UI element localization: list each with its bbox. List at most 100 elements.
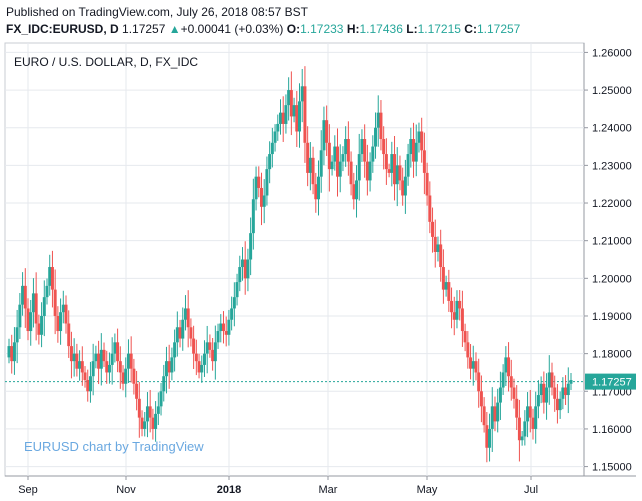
candle-body — [135, 383, 139, 399]
candle-body — [515, 398, 519, 418]
candle-body — [298, 101, 302, 132]
candle-body — [183, 308, 187, 320]
candle-body — [40, 315, 44, 335]
candle-body — [374, 127, 378, 147]
candle-body — [327, 142, 331, 170]
candle-body — [469, 357, 473, 369]
candle-body — [477, 372, 481, 392]
y-tick-label: 1.19000 — [592, 311, 632, 323]
candle-body — [338, 161, 342, 177]
candle-body — [471, 361, 475, 369]
candle-body — [162, 376, 166, 392]
candle-body — [140, 417, 144, 429]
y-tick-label: 1.22000 — [592, 198, 632, 210]
candle-body — [251, 199, 255, 234]
candle-body — [398, 165, 402, 181]
candle-body — [265, 169, 269, 196]
x-tick-label: Nov — [116, 484, 136, 496]
x-tick-label: Sep — [18, 484, 38, 496]
candle-body — [534, 406, 538, 429]
candle-body — [501, 372, 505, 388]
candle-body — [466, 342, 470, 358]
candle-body — [278, 112, 282, 124]
candle-body — [29, 312, 33, 332]
candle-body — [512, 387, 516, 399]
candle-body — [31, 293, 35, 313]
candle-body — [306, 142, 310, 173]
candle-body — [526, 406, 530, 422]
candle-body — [64, 304, 68, 324]
candle-body — [452, 312, 456, 320]
y-axis: 1.150001.160001.170001.180001.190001.200… — [584, 47, 636, 474]
candle-body — [53, 289, 57, 316]
candle-body — [566, 383, 570, 396]
candle-body — [564, 387, 568, 396]
candle-body — [268, 154, 272, 170]
candle-body — [436, 244, 440, 252]
candle-body — [7, 346, 11, 358]
candle-body — [281, 112, 285, 124]
candle-body — [276, 123, 280, 132]
candle-body — [403, 176, 407, 196]
candle-body — [213, 342, 217, 362]
x-tick-label: May — [417, 484, 438, 496]
candle-body — [561, 387, 565, 399]
close-label: C: — [464, 22, 477, 36]
candle-body — [121, 372, 125, 384]
candle-body — [460, 308, 464, 332]
candle-body — [97, 353, 101, 369]
last-price-value: 1.17257 — [122, 22, 166, 36]
candle-body — [221, 323, 225, 332]
candle-body — [474, 361, 478, 373]
candle-body — [349, 161, 353, 185]
x-tick-label: Mar — [319, 484, 338, 496]
grid-lines — [4, 42, 636, 477]
candle-body — [37, 323, 41, 335]
candle-body — [420, 131, 424, 151]
candle-body — [336, 146, 340, 177]
candle-body — [493, 406, 497, 422]
candle-body — [159, 391, 163, 407]
candle-body — [357, 154, 361, 181]
y-tick-label: 1.24000 — [592, 123, 632, 135]
x-axis: Sep Nov 2018 Mar May Jul — [18, 476, 538, 496]
candle-body — [444, 282, 448, 290]
candle-body — [439, 244, 443, 268]
candle-body — [545, 387, 549, 403]
candle-body — [325, 120, 329, 143]
open-value: 1.17233 — [300, 22, 344, 36]
candle-body — [116, 342, 120, 362]
candle-body — [88, 376, 92, 392]
candle-body — [173, 342, 177, 358]
candle-body — [365, 161, 369, 181]
candle-body — [401, 180, 405, 196]
candle-body — [308, 157, 312, 173]
candle-body — [569, 379, 573, 384]
candle-body — [333, 146, 337, 162]
candle-body — [249, 233, 253, 260]
candle-body — [542, 383, 546, 403]
candle-body — [346, 139, 350, 162]
candle-body — [216, 331, 220, 343]
y-tick-label: 1.25000 — [592, 85, 632, 97]
candle-body — [488, 428, 492, 448]
candle-body — [238, 267, 242, 283]
candle-body — [99, 349, 103, 369]
candle-body — [504, 357, 508, 373]
candle-body — [113, 342, 117, 354]
candle-body — [80, 361, 84, 373]
candle-body — [496, 402, 500, 422]
candle-body — [69, 346, 73, 362]
candle-body — [528, 406, 532, 418]
candle-body — [384, 154, 388, 170]
candle-body — [105, 361, 109, 373]
open-label: O: — [286, 22, 301, 36]
candle-body — [124, 368, 128, 384]
candle-body — [523, 421, 527, 437]
candle-body — [75, 353, 79, 369]
candle-body — [547, 372, 551, 388]
candle-body — [311, 157, 315, 185]
candle-body — [10, 346, 14, 362]
published-note: Published on TradingView.com, July 26, 2… — [6, 5, 308, 19]
